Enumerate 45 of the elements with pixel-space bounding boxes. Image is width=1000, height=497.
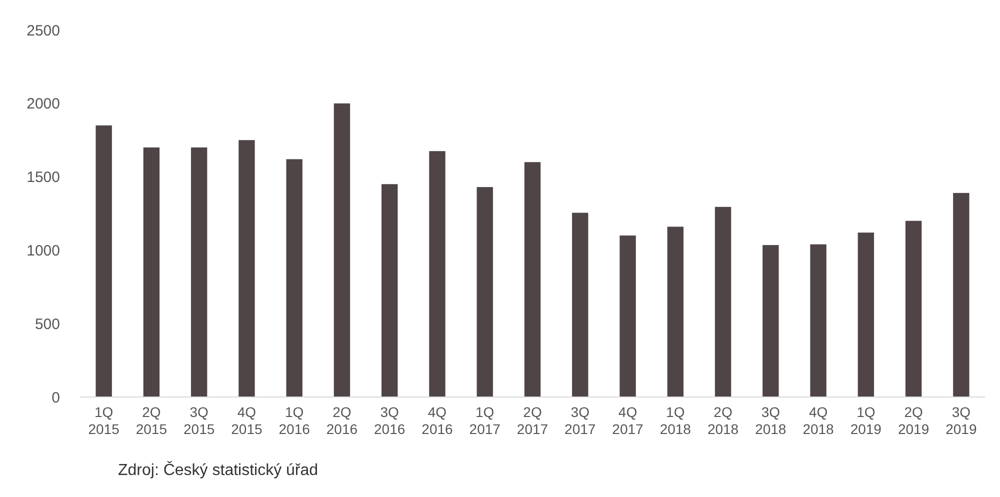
bar: [953, 192, 970, 397]
y-tick-label: 0: [52, 389, 60, 406]
y-tick-label: 1500: [26, 169, 60, 186]
bar: [286, 159, 302, 397]
x-tick-label: 2Q 2019: [898, 404, 930, 437]
bar: [620, 236, 636, 397]
x-tick-label: 4Q 2016: [422, 404, 454, 437]
x-tick-label: 2Q 2015: [136, 404, 168, 437]
x-tick-label: 3Q 2015: [184, 404, 215, 437]
bar: [429, 151, 446, 397]
bar: [714, 206, 732, 397]
bar: [238, 140, 255, 397]
bar: [334, 103, 350, 397]
bar: [476, 187, 493, 397]
bar: [524, 162, 541, 397]
bar: [190, 147, 208, 397]
x-tick-label: 1Q 2018: [660, 404, 692, 437]
bar: [905, 220, 922, 397]
y-tick-label: 500: [34, 316, 60, 333]
bar: [762, 245, 779, 397]
x-tick-label: 1Q 2017: [469, 404, 501, 437]
x-tick-label: 4Q 2017: [612, 404, 644, 437]
bar: [810, 244, 826, 397]
x-tick-label: 1Q 2015: [88, 404, 120, 437]
bar: [96, 125, 112, 397]
x-tick-label: 2Q 2018: [707, 404, 739, 437]
bar: [572, 212, 588, 397]
bar: [143, 147, 160, 397]
bar: [667, 226, 684, 397]
bar: [382, 184, 398, 397]
text: Zdroj: Český statistický úřad: [118, 461, 318, 479]
x-tick-label: 2Q 2016: [326, 404, 358, 437]
x-tick-label: 1Q 2019: [850, 404, 882, 437]
x-tick-label: 3Q 2018: [755, 404, 786, 437]
y-tick-label: 1000: [26, 242, 60, 260]
x-tick-label: 3Q 2016: [374, 404, 406, 437]
x-tick-label: 4Q 2015: [231, 404, 262, 437]
x-tick-label: 3Q 2019: [946, 404, 977, 437]
y-tick-label: 2000: [26, 96, 60, 113]
x-tick-label: 1Q 2016: [278, 404, 310, 437]
x-tick-label: 3Q 2017: [564, 404, 596, 437]
x-tick-label: 2Q 2017: [516, 404, 548, 437]
y-tick-label: 2500: [26, 22, 60, 40]
x-tick-label: 4Q 2018: [802, 404, 834, 437]
bar: [858, 232, 874, 397]
